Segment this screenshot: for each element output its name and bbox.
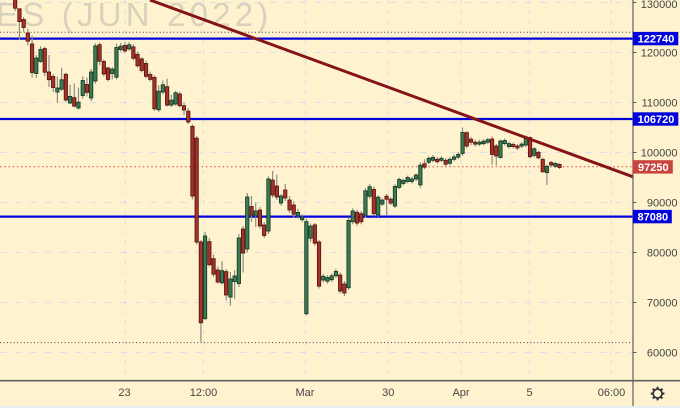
svg-text:120000: 120000 xyxy=(641,47,678,59)
svg-text:Mar: Mar xyxy=(296,387,315,399)
svg-text:5: 5 xyxy=(526,387,532,399)
svg-text:90000: 90000 xyxy=(647,197,678,209)
svg-text:30: 30 xyxy=(382,387,394,399)
svg-text:100000: 100000 xyxy=(641,147,678,159)
svg-text:Apr: Apr xyxy=(452,387,469,399)
svg-text:06:00: 06:00 xyxy=(598,387,626,399)
svg-text:130000: 130000 xyxy=(641,0,678,11)
svg-text:106720: 106720 xyxy=(638,114,675,126)
svg-text:70000: 70000 xyxy=(647,297,678,309)
svg-text:80000: 80000 xyxy=(647,247,678,259)
svg-text:110000: 110000 xyxy=(642,97,678,109)
svg-text:60000: 60000 xyxy=(647,347,678,359)
svg-text:97250: 97250 xyxy=(638,162,669,174)
svg-text:12:00: 12:00 xyxy=(190,387,218,399)
svg-text:ES (JUN 2022): ES (JUN 2022) xyxy=(0,0,273,33)
svg-text:122740: 122740 xyxy=(638,34,675,46)
svg-text:87080: 87080 xyxy=(638,212,669,224)
svg-text:23: 23 xyxy=(118,387,130,399)
